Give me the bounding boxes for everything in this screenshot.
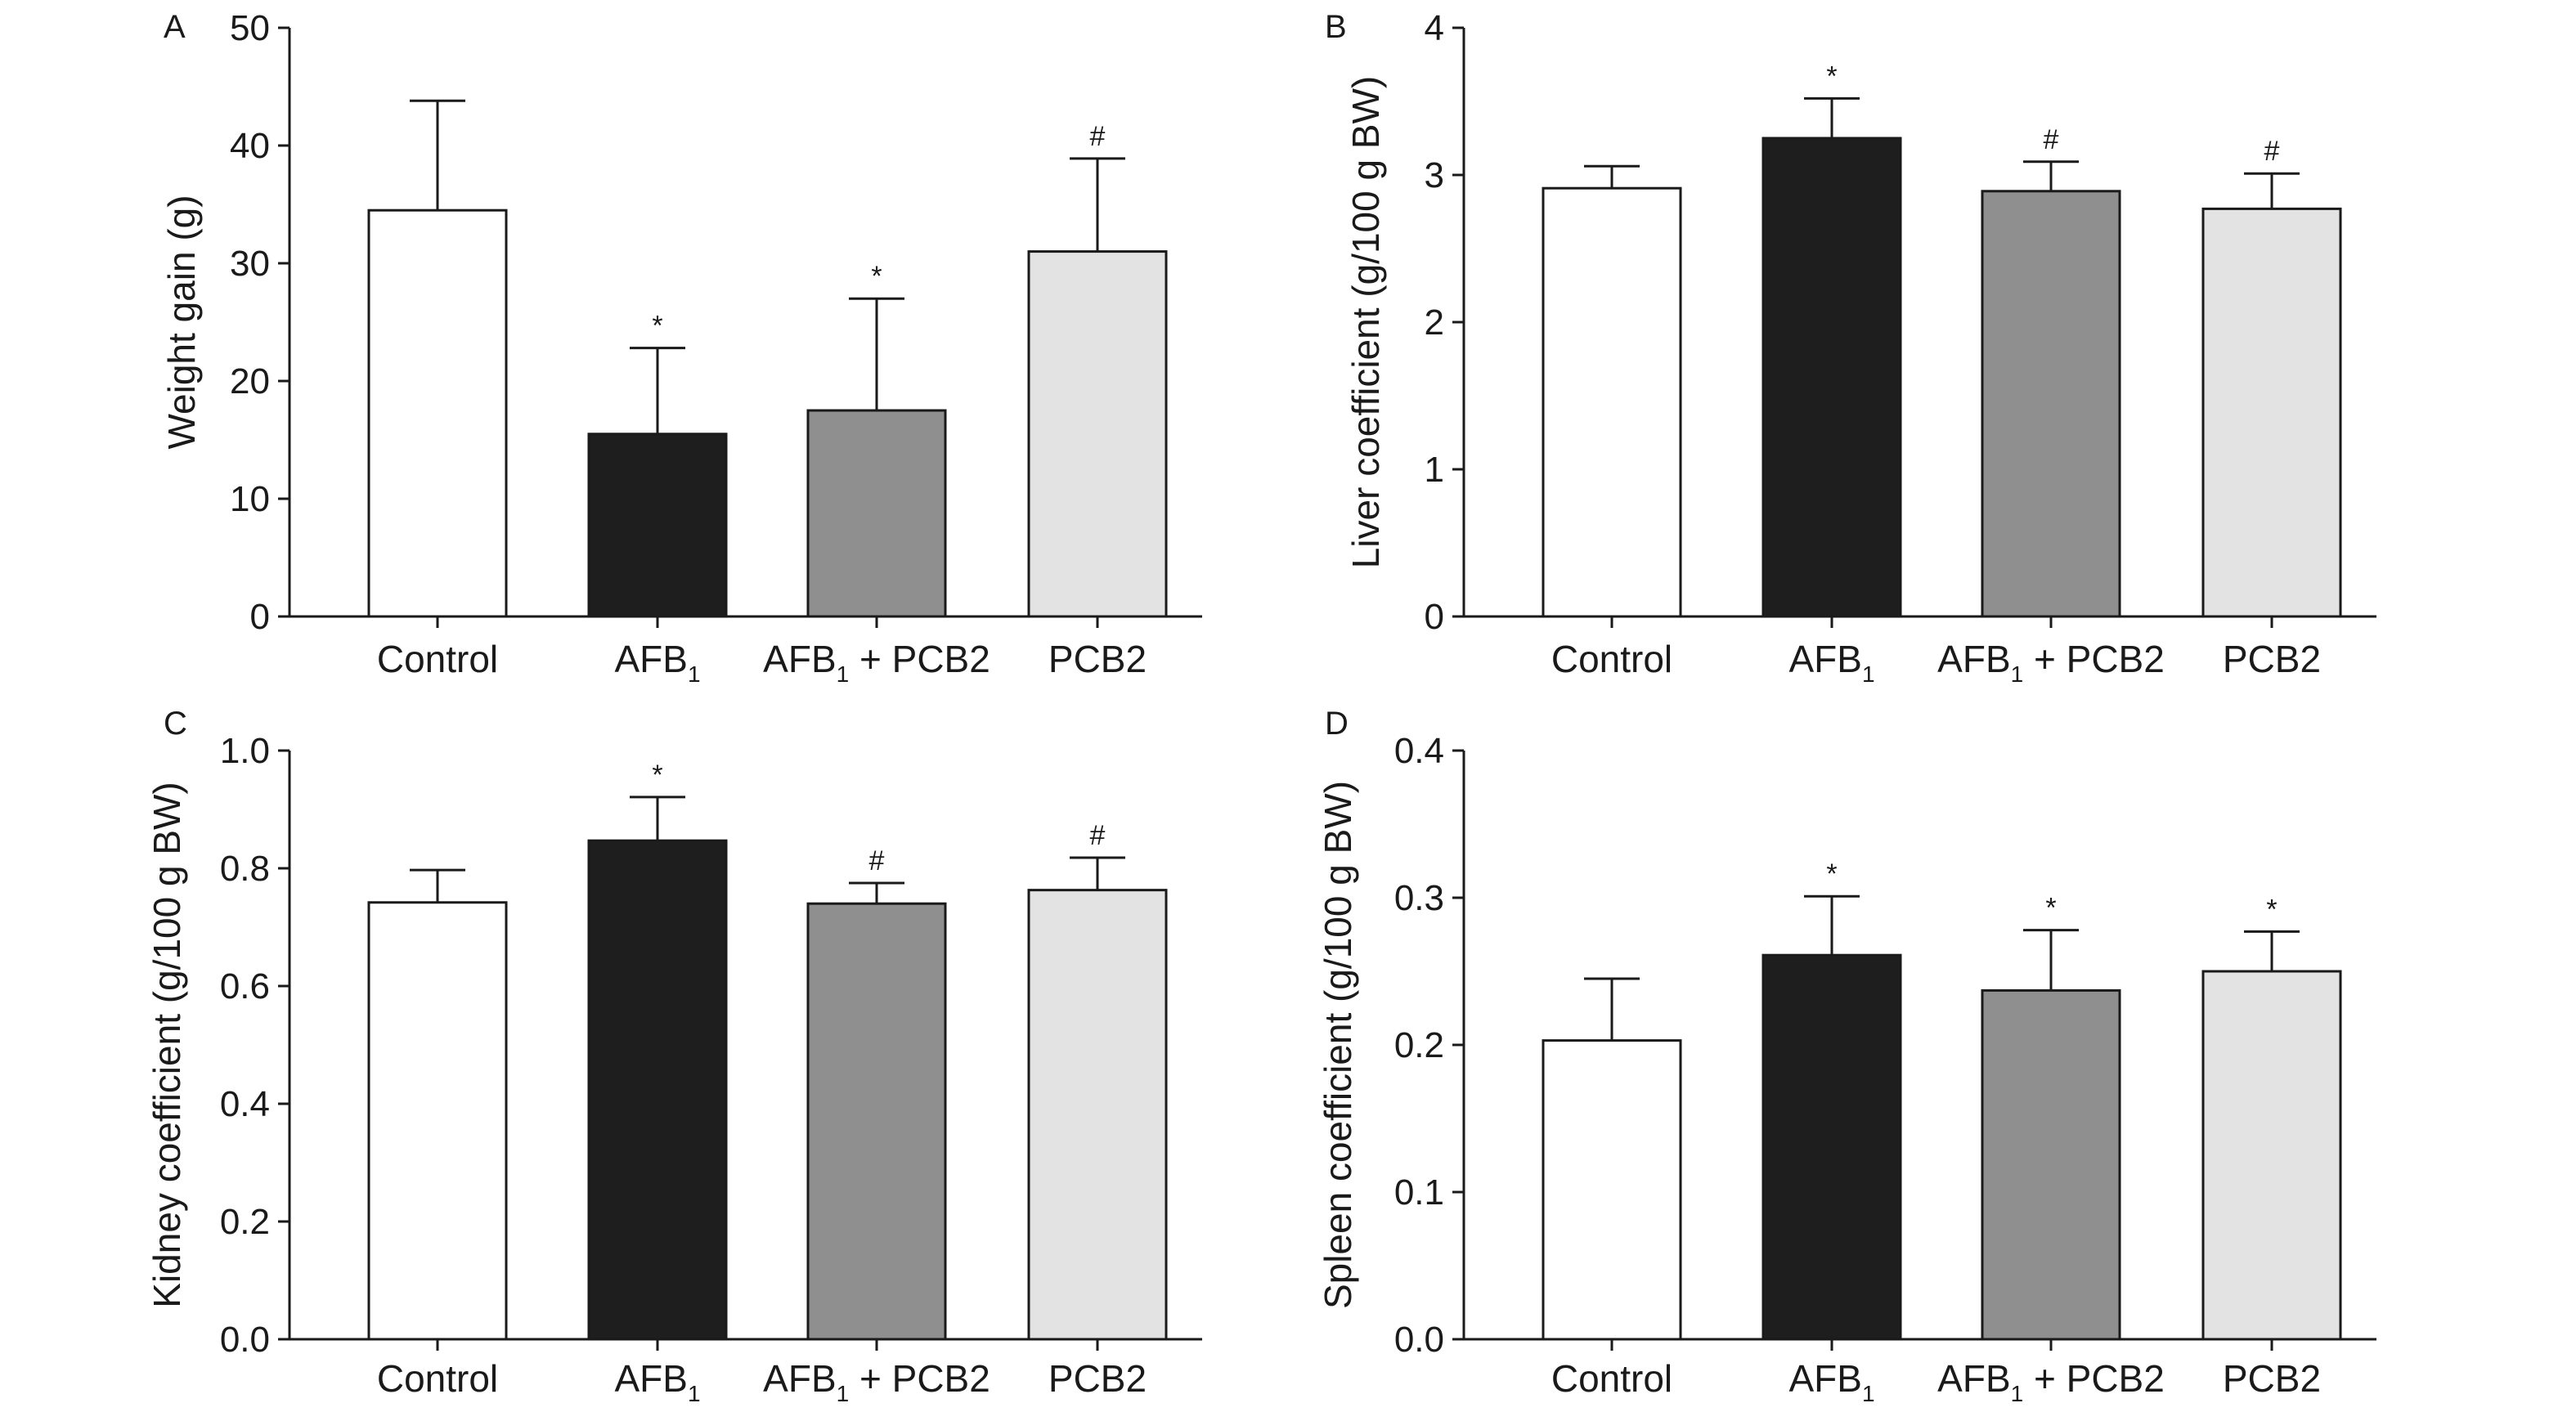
panel-a: A 0 10 20 30 40 50 Weight gain (g) Control * AFB1 *…	[160, 8, 1202, 687]
significance-marker: #	[2264, 136, 2280, 167]
y-tick-label: 0.2	[1394, 1025, 1444, 1065]
bar	[1761, 953, 1902, 1341]
bar	[1027, 889, 1168, 1341]
bar	[1761, 137, 1902, 618]
panel-d: D 0.0 0.1 0.2 0.3 0.4 Spleen coefficient (g/10…	[1317, 706, 2376, 1406]
y-tick-label: 0.4	[220, 1084, 270, 1124]
y-tick-label: 30	[230, 244, 270, 284]
y-tick-label: 0	[250, 597, 270, 637]
y-tick-label: 0.1	[1394, 1172, 1444, 1213]
panel-c: C 0.0 0.2 0.4 0.6 0.8 1.0 Kidney coefficient (g…	[146, 706, 1202, 1406]
significance-marker: *	[871, 261, 882, 292]
y-tick-label: 1.0	[220, 731, 270, 771]
y-tick-label: 4	[1425, 8, 1444, 48]
y-tick-label: 0.6	[220, 966, 270, 1006]
significance-marker: *	[652, 311, 662, 342]
significance-marker: #	[1090, 820, 1106, 851]
x-tick-label: AFB1 + PCB2	[1937, 1357, 2165, 1406]
significance-marker: *	[1826, 61, 1837, 92]
x-tick-label: PCB2	[1048, 1357, 1147, 1400]
x-tick-label: AFB1 + PCB2	[1937, 638, 2165, 687]
y-tick-label: 0.4	[1394, 731, 1444, 771]
significance-marker: *	[652, 760, 662, 791]
significance-marker: *	[2266, 894, 2277, 925]
y-tick-label: 20	[230, 361, 270, 401]
panel-letter: A	[164, 9, 186, 45]
bar	[1981, 190, 2121, 618]
y-tick-label: 50	[230, 8, 270, 48]
y-tick-label: 3	[1425, 155, 1444, 195]
significance-marker: *	[1826, 858, 1837, 890]
x-tick-label: AFB1	[614, 1357, 700, 1406]
x-tick-label: AFB1 + PCB2	[763, 1357, 990, 1406]
y-tick-label: 0.0	[220, 1320, 270, 1360]
x-tick-label: PCB2	[1048, 638, 1147, 680]
bar	[2201, 207, 2342, 618]
bar	[587, 433, 728, 618]
y-axis-title: Spleen coefficient (g/100 g BW)	[1317, 781, 1359, 1309]
significance-marker: #	[869, 845, 885, 876]
significance-marker: #	[2044, 124, 2059, 155]
x-tick-label: PCB2	[2223, 638, 2321, 680]
y-axis-title: Kidney coefficient (g/100 g BW)	[146, 782, 188, 1307]
bar	[1542, 186, 1682, 618]
panel-letter: D	[1325, 706, 1349, 742]
y-tick-label: 2	[1425, 303, 1444, 343]
bar	[1027, 250, 1168, 618]
bar	[367, 901, 508, 1341]
bar	[587, 839, 728, 1341]
y-tick-label: 0.0	[1394, 1320, 1444, 1360]
y-axis-title: Liver coefficient (g/100 g BW)	[1344, 76, 1387, 569]
significance-marker: *	[2045, 893, 2056, 924]
x-tick-label: Control	[377, 1357, 498, 1400]
bar	[1542, 1039, 1682, 1341]
bar	[2201, 970, 2342, 1341]
bar	[806, 902, 947, 1341]
bar	[367, 208, 508, 618]
panel-letter: B	[1325, 9, 1347, 45]
y-tick-label: 0.3	[1394, 878, 1444, 918]
y-tick-label: 0.8	[220, 849, 270, 889]
y-tick-label: 1	[1425, 450, 1444, 490]
x-tick-label: Control	[1551, 638, 1672, 680]
x-tick-label: Control	[1551, 1357, 1672, 1400]
panel-letter: C	[164, 706, 187, 742]
x-tick-label: AFB1	[1788, 638, 1874, 687]
panel-b: B 0 1 2 3 4 Liver coefficient (g/100 g BW) Cont…	[1325, 8, 2376, 687]
y-tick-label: 40	[230, 126, 270, 166]
y-tick-label: 0.2	[220, 1202, 270, 1242]
significance-marker: #	[1090, 121, 1106, 152]
y-axis-title: Weight gain (g)	[160, 195, 203, 449]
x-tick-label: Control	[377, 638, 498, 680]
y-tick-label: 0	[1425, 597, 1444, 637]
bar	[806, 409, 947, 618]
x-tick-label: AFB1 + PCB2	[763, 638, 990, 687]
x-tick-label: PCB2	[2223, 1357, 2321, 1400]
x-tick-label: AFB1	[1788, 1357, 1874, 1406]
y-tick-label: 10	[230, 479, 270, 519]
bar	[1981, 988, 2121, 1341]
x-tick-label: AFB1	[614, 638, 700, 687]
